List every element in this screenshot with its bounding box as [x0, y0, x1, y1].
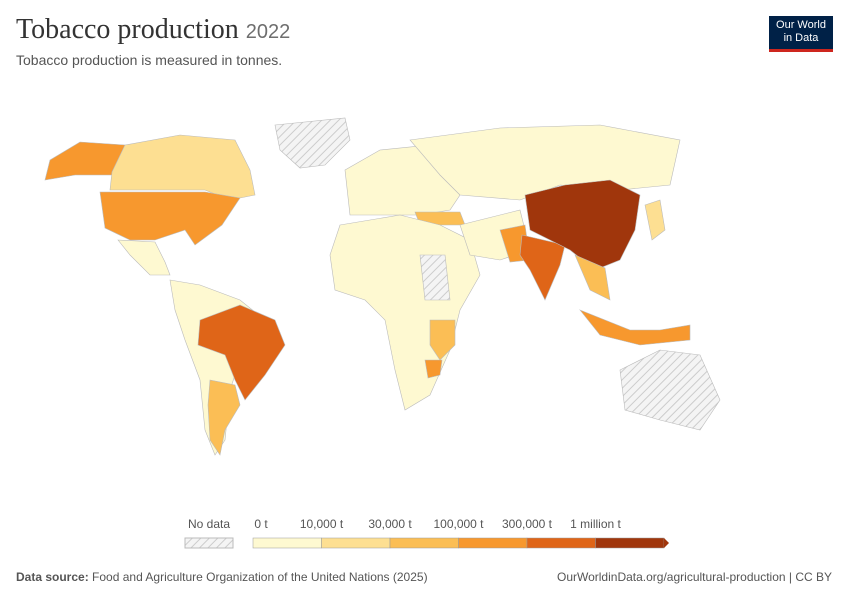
legend-bin	[526, 537, 596, 549]
legend-label: 30,000 t	[368, 517, 412, 531]
legend-label: 0 t	[254, 517, 268, 531]
mexico[interactable]	[117, 239, 171, 276]
source-label: Data source:	[16, 570, 89, 584]
zimbabwe[interactable]	[424, 359, 443, 379]
japan-korea[interactable]	[644, 199, 666, 241]
source: Data source: Food and Agriculture Organi…	[16, 570, 428, 584]
logo-line: in Data	[783, 32, 819, 44]
title: Tobacco production	[16, 14, 239, 45]
legend-bin	[252, 537, 322, 549]
legend-label: 100,000 t	[433, 517, 484, 531]
url[interactable]: OurWorldinData.org/agricultural-producti…	[556, 570, 832, 584]
legend-label: 10,000 t	[300, 517, 344, 531]
no-data-swatch	[184, 537, 234, 549]
usa[interactable]	[99, 191, 241, 246]
china[interactable]	[524, 179, 641, 271]
sudan-libya[interactable]	[419, 254, 451, 301]
legend-bin	[458, 537, 528, 549]
logo-line: Our World	[776, 19, 826, 31]
legend-label: 300,000 t	[502, 517, 553, 531]
legend: No data 0 t 10,000 t 30,000 t 100,000 t 300,0…	[184, 517, 669, 549]
source-text: Food and Agriculture Organization of the…	[92, 570, 428, 584]
no-data-label: No data	[188, 517, 230, 531]
southeast-asia[interactable]	[574, 254, 611, 301]
indonesia[interactable]	[579, 309, 691, 346]
tanzania-mozambique[interactable]	[429, 319, 456, 361]
legend-bin	[595, 537, 665, 549]
year: 2022	[245, 21, 291, 43]
greenland[interactable]	[274, 117, 351, 169]
canada[interactable]	[109, 134, 256, 201]
brazil[interactable]	[197, 304, 286, 401]
australia[interactable]	[619, 349, 721, 431]
argentina[interactable]	[207, 379, 241, 456]
world-map	[44, 117, 721, 456]
legend-label: 1 million t	[570, 517, 621, 531]
africa[interactable]	[329, 214, 481, 411]
legend-bin	[321, 537, 391, 549]
legend-bin	[389, 537, 459, 549]
logo[interactable]: Our World in Data	[769, 16, 833, 52]
title-block: Tobacco production 2022	[16, 14, 290, 46]
subtitle: Tobacco production is measured in tonnes…	[16, 52, 283, 68]
india[interactable]	[519, 234, 566, 301]
map-svg: No data 0 t 10,000 t 30,000 t 100,000 t 300,0…	[44, 117, 721, 549]
legend-arrow	[664, 538, 669, 548]
